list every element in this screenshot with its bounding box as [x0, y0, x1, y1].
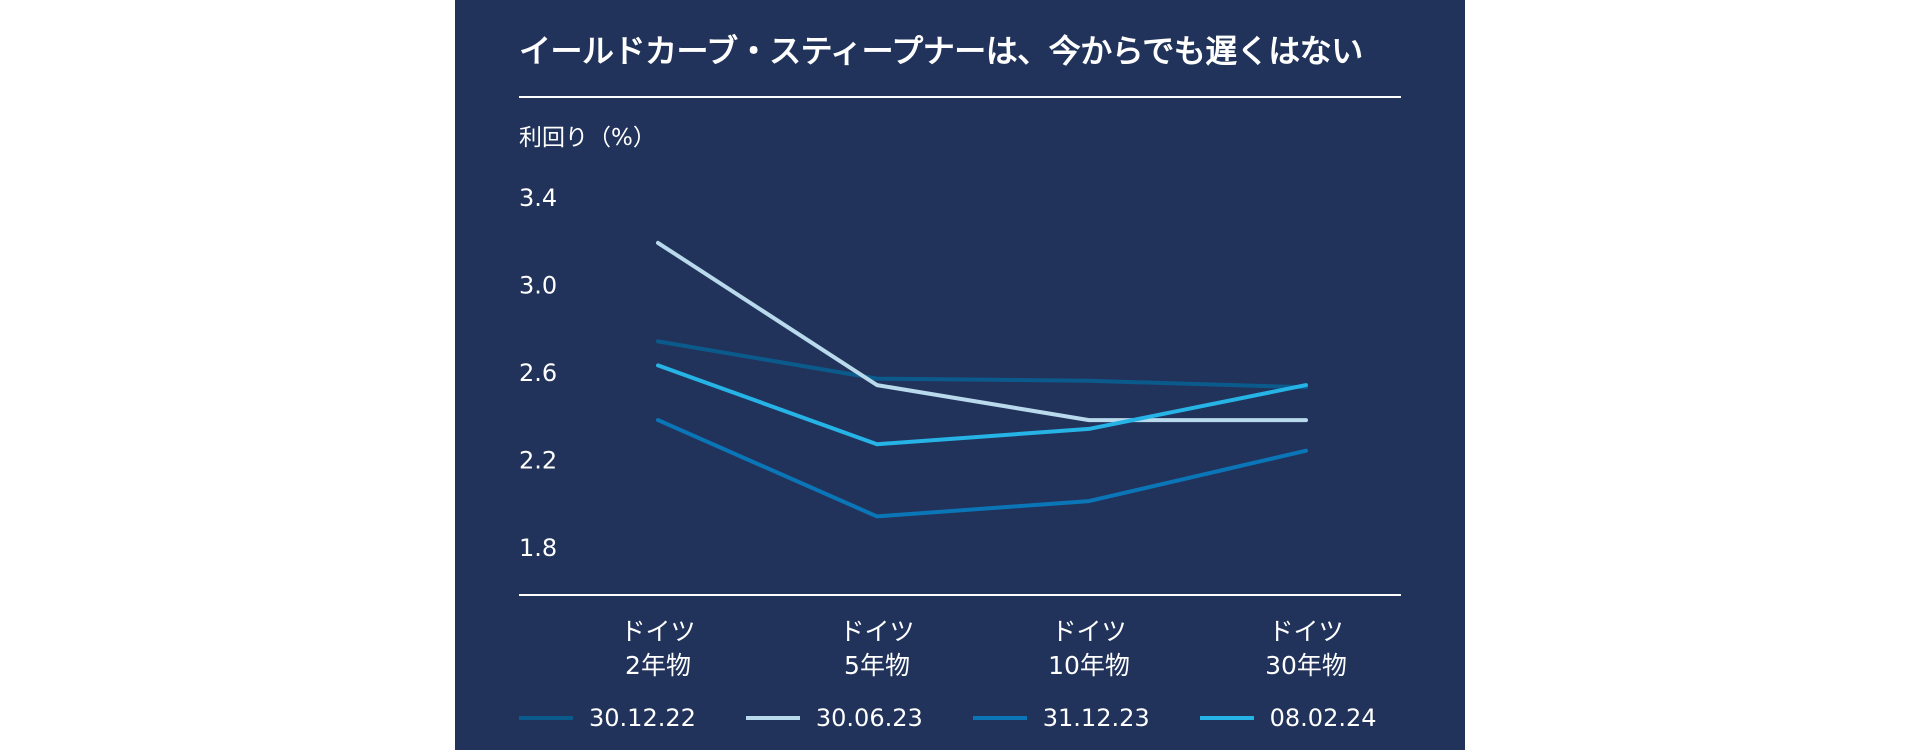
chart-title: イールドカーブ・スティープナーは、今からでも遅くはない — [519, 32, 1363, 70]
legend-item: 08.02.24 — [1199, 704, 1377, 732]
x-tick-label-line: 10年物 — [1048, 651, 1130, 680]
line-chart: 3.4 3.0 2.6 2.2 1.8 ドイツ 2年物 ドイツ 5年物 ドイツ 10年物 ドイツ 30年… — [519, 184, 1401, 680]
series-line-30.12.22 — [656, 339, 1308, 390]
x-tick-label-line: ドイツ — [839, 617, 914, 646]
legend-item: 31.12.23 — [972, 704, 1150, 732]
x-tick-label-line: ドイツ — [620, 617, 695, 646]
x-tick-label-line: 2年物 — [625, 651, 691, 680]
x-tick-label: ドイツ 2年物 — [620, 617, 695, 680]
legend-swatch — [745, 716, 800, 720]
series-line-30.06.23 — [656, 240, 1308, 423]
legend-label: 30.12.22 — [589, 704, 696, 732]
x-tick-label-line: ドイツ — [1051, 617, 1126, 646]
x-tick-label: ドイツ 30年物 — [1265, 617, 1347, 680]
x-tick-label-line: 5年物 — [844, 651, 910, 680]
y-tick-label: 3.0 — [519, 272, 557, 300]
legend-swatch — [972, 716, 1027, 720]
legend-swatch — [1199, 716, 1254, 720]
x-tick-label: ドイツ 5年物 — [839, 617, 914, 680]
legend: 30.12.22 30.06.23 31.12.23 08.02.24 — [519, 704, 1427, 732]
title-divider — [519, 96, 1401, 98]
legend-label: 30.06.23 — [815, 704, 923, 732]
x-tick-label-line: 30年物 — [1265, 651, 1347, 680]
series-line-08.02.24 — [656, 363, 1308, 447]
legend-item: 30.06.23 — [745, 704, 923, 732]
legend-swatch — [519, 716, 573, 720]
y-tick-label: 1.8 — [519, 534, 557, 562]
x-tick-label-line: ドイツ — [1268, 617, 1343, 646]
y-tick-label: 3.4 — [519, 184, 557, 212]
legend-item: 30.12.22 — [519, 704, 696, 732]
legend-label: 08.02.24 — [1269, 704, 1377, 732]
legend-label: 31.12.23 — [1042, 704, 1150, 732]
y-axis-label: 利回り（%） — [519, 125, 656, 151]
y-tick-label: 2.6 — [519, 359, 557, 387]
y-tick-label: 2.2 — [519, 447, 557, 475]
chart-panel: イールドカーブ・スティープナーは、今からでも遅くはない 利回り（%） 3.4 3.… — [455, 0, 1465, 750]
x-tick-label: ドイツ 10年物 — [1048, 617, 1130, 680]
series-line-31.12.23 — [656, 418, 1308, 519]
